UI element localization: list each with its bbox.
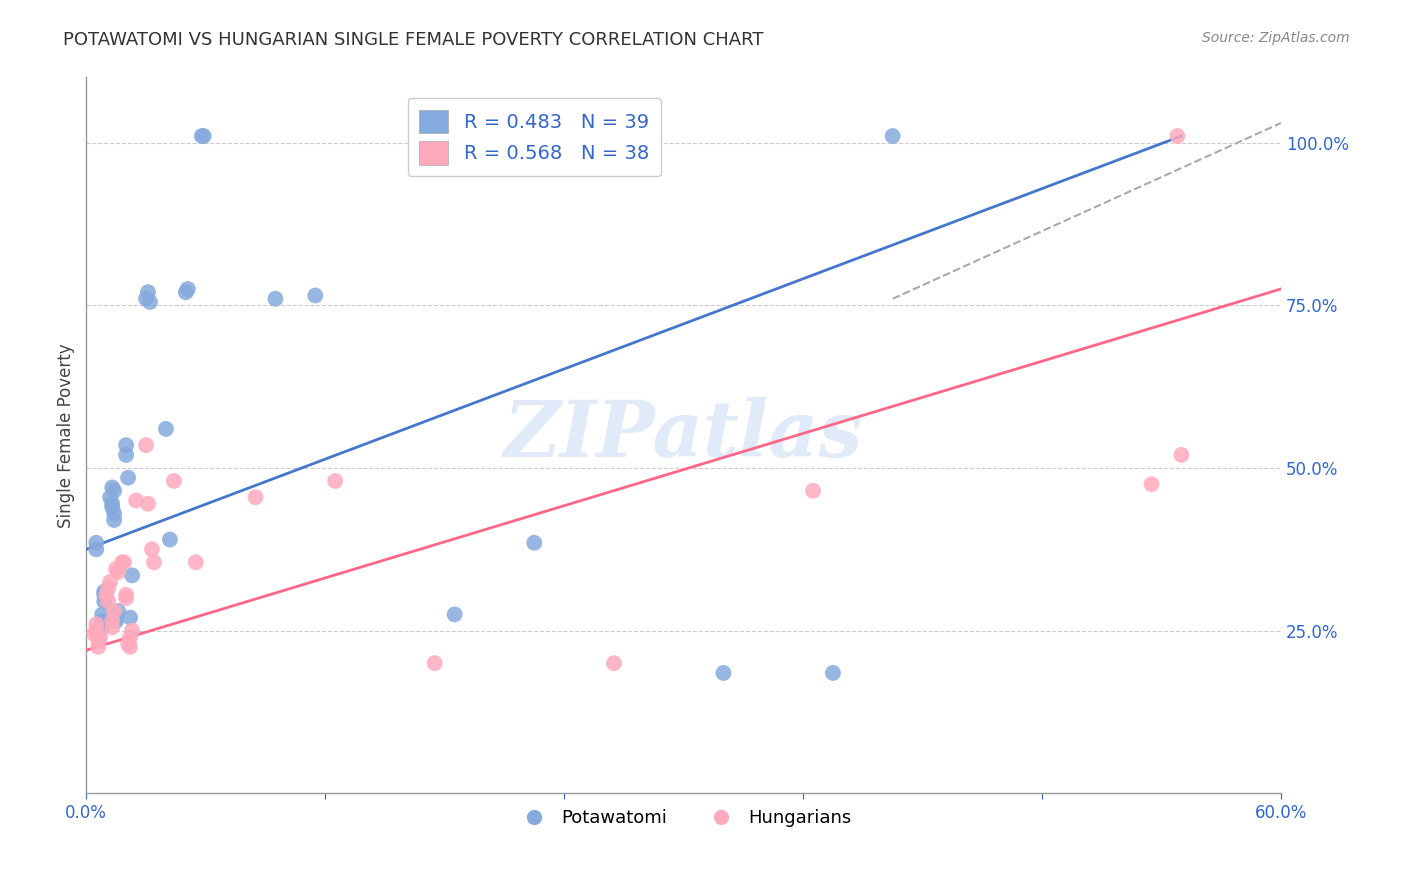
Point	[139, 295, 162, 310]
Point	[101, 480, 124, 494]
Point	[103, 604, 125, 618]
Text: POTAWATOMI VS HUNGARIAN SINGLE FEMALE POVERTY CORRELATION CHART: POTAWATOMI VS HUNGARIAN SINGLE FEMALE PO…	[63, 31, 763, 49]
Point	[103, 483, 125, 498]
Point	[115, 448, 138, 462]
Point	[117, 637, 139, 651]
Point	[304, 288, 326, 302]
Point	[184, 555, 207, 569]
Y-axis label: Single Female Poverty: Single Female Poverty	[58, 343, 75, 528]
Point	[101, 497, 124, 511]
Point	[177, 282, 200, 296]
Point	[264, 292, 287, 306]
Point	[120, 630, 142, 644]
Point	[83, 627, 105, 641]
Point	[1170, 448, 1192, 462]
Point	[191, 128, 214, 143]
Point	[93, 588, 115, 602]
Point	[84, 624, 107, 638]
Point	[84, 542, 107, 557]
Point	[91, 620, 114, 634]
Point	[120, 610, 142, 624]
Text: ZIPatlas: ZIPatlas	[503, 397, 863, 474]
Point	[882, 128, 904, 143]
Point	[96, 588, 118, 602]
Point	[101, 620, 124, 634]
Point	[323, 474, 346, 488]
Point	[117, 471, 139, 485]
Point	[105, 610, 128, 624]
Point	[91, 614, 114, 628]
Point	[523, 535, 546, 549]
Point	[115, 438, 138, 452]
Point	[121, 568, 143, 582]
Point	[93, 584, 115, 599]
Point	[115, 588, 138, 602]
Point	[141, 542, 163, 557]
Point	[89, 630, 111, 644]
Point	[143, 555, 166, 569]
Point	[801, 483, 824, 498]
Point	[1166, 128, 1188, 143]
Text: Source: ZipAtlas.com: Source: ZipAtlas.com	[1202, 31, 1350, 45]
Point	[423, 656, 446, 670]
Point	[93, 594, 115, 608]
Point	[101, 500, 124, 514]
Point	[174, 285, 197, 300]
Point	[103, 513, 125, 527]
Point	[105, 614, 128, 628]
Point	[603, 656, 626, 670]
Point	[443, 607, 465, 622]
Point	[115, 591, 138, 606]
Point	[111, 555, 134, 569]
Point	[121, 624, 143, 638]
Point	[97, 594, 120, 608]
Point	[159, 533, 181, 547]
Point	[87, 633, 110, 648]
Point	[84, 617, 107, 632]
Point	[155, 422, 177, 436]
Point	[193, 128, 215, 143]
Point	[821, 665, 844, 680]
Point	[98, 490, 121, 504]
Point	[136, 497, 159, 511]
Point	[112, 555, 135, 569]
Point	[103, 507, 125, 521]
Point	[135, 292, 157, 306]
Point	[135, 438, 157, 452]
Point	[97, 582, 120, 596]
Point	[107, 604, 129, 618]
Point	[105, 562, 128, 576]
Point	[1140, 477, 1163, 491]
Point	[84, 535, 107, 549]
Point	[107, 565, 129, 579]
Point	[713, 665, 735, 680]
Point	[120, 640, 142, 654]
Point	[136, 285, 159, 300]
Point	[98, 574, 121, 589]
Point	[125, 493, 148, 508]
Point	[245, 490, 267, 504]
Point	[91, 607, 114, 622]
Legend: Potawatomi, Hungarians: Potawatomi, Hungarians	[509, 802, 859, 834]
Point	[101, 614, 124, 628]
Point	[163, 474, 186, 488]
Point	[87, 640, 110, 654]
